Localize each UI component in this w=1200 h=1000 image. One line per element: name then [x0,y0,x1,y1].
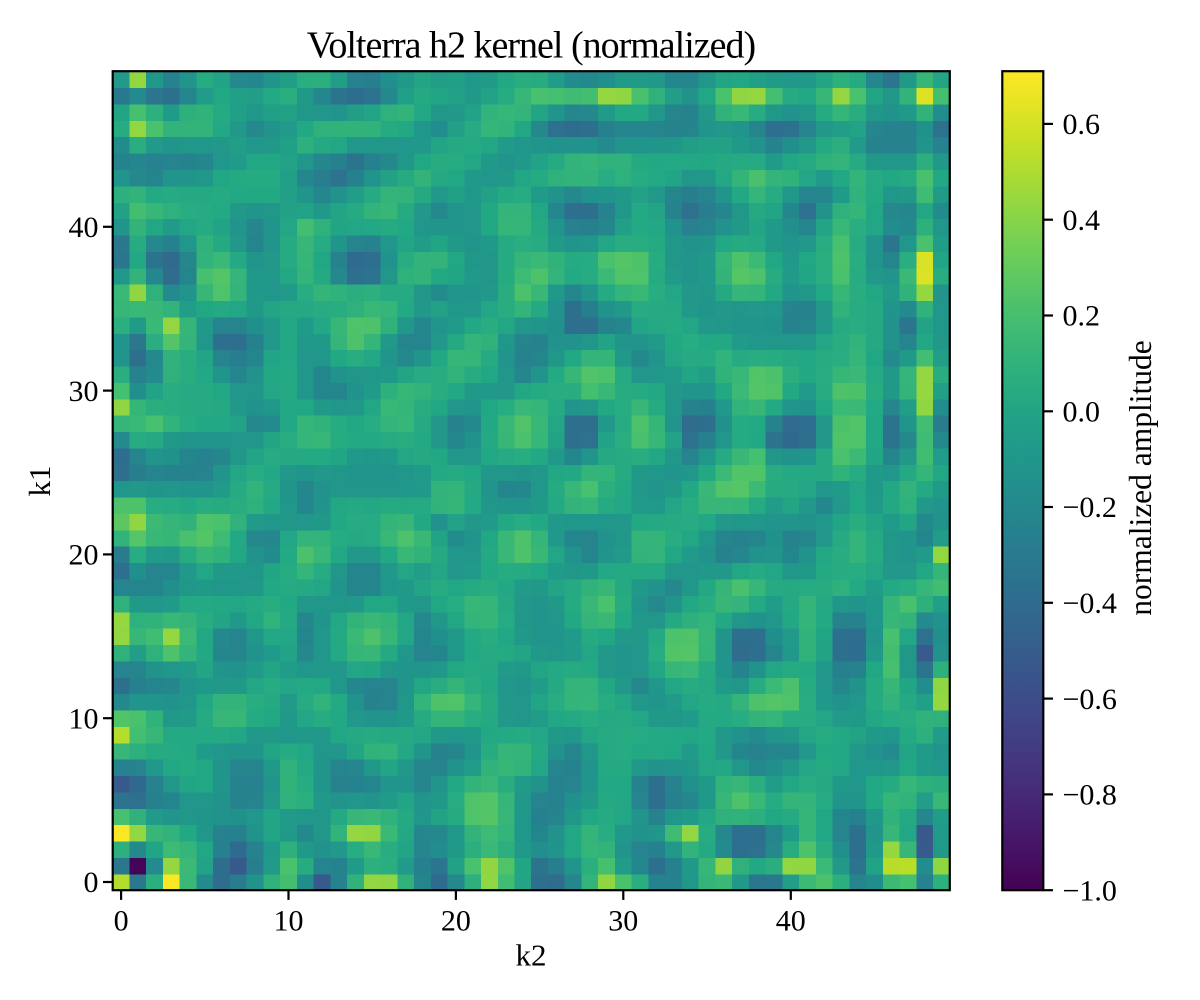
svg-text:−0.6: −0.6 [1063,683,1117,716]
svg-text:k1: k1 [22,466,57,497]
svg-text:−1.0: −1.0 [1063,874,1117,907]
svg-text:0.0: 0.0 [1063,396,1101,429]
svg-text:−0.2: −0.2 [1063,491,1117,524]
svg-text:−0.4: −0.4 [1063,587,1117,620]
svg-text:0.2: 0.2 [1063,300,1101,333]
svg-text:0: 0 [84,866,99,899]
svg-text:k2: k2 [516,938,547,973]
svg-text:40: 40 [69,211,99,244]
svg-text:−0.8: −0.8 [1063,779,1117,812]
svg-text:10: 10 [69,702,99,735]
svg-text:20: 20 [441,905,471,938]
svg-text:0.6: 0.6 [1063,108,1101,141]
svg-text:Volterra h2 kernel (normalized: Volterra h2 kernel (normalized) [307,25,755,67]
svg-text:30: 30 [69,375,99,408]
svg-text:10: 10 [274,905,304,938]
svg-text:0.4: 0.4 [1063,204,1101,237]
svg-text:20: 20 [69,539,99,572]
svg-text:30: 30 [608,905,638,938]
svg-text:40: 40 [776,905,806,938]
svg-text:0: 0 [114,905,129,938]
svg-text:normalized amplitude: normalized amplitude [1123,340,1158,616]
